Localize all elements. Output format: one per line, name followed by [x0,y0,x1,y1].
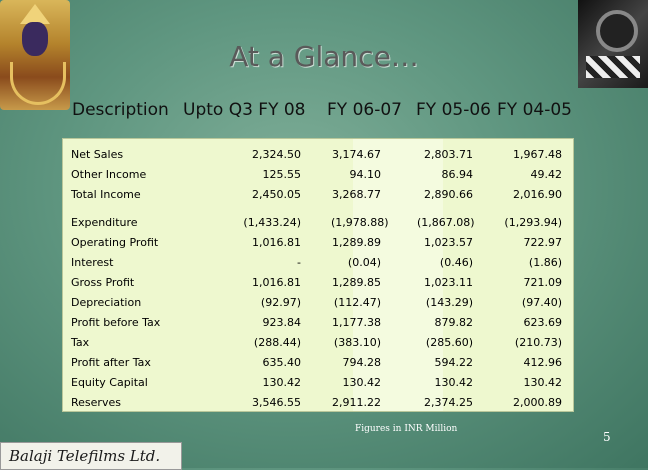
cell-upto-q3-fy08: 635.40 [262,356,302,369]
cell-fy06-07: 3,268.77 [332,188,381,201]
cell-upto-q3-fy08: - [297,256,301,269]
cell-upto-q3-fy08: 3,546.55 [252,396,301,409]
cell-fy05-06: (143.29) [425,296,473,309]
table-row: Equity Capital 130.42 130.42 130.42 130.42 [63,375,573,391]
column-highlight [353,139,443,411]
film-reel-image [578,0,648,88]
cell-fy05-06: 1,023.57 [424,236,473,249]
cell-fy06-07: 1,289.85 [332,276,381,289]
cell-upto-q3-fy08: 125.55 [262,168,302,181]
cell-fy06-07: (112.47) [333,296,381,309]
cell-fy04-05: 1,967.48 [513,148,562,161]
page-number: 5 [603,430,611,444]
deity-crown [20,4,50,24]
cell-upto-q3-fy08: 2,450.05 [252,188,301,201]
cell-fy06-07: (0.04) [347,256,381,269]
cell-upto-q3-fy08: (288.44) [253,336,301,349]
cell-fy04-05: 721.09 [523,276,563,289]
figures-note: Figures in INR Million [355,424,458,434]
table-row: Gross Profit 1,016.81 1,289.85 1,023.11 721.… [63,275,573,291]
cell-fy05-06: 594.22 [434,356,474,369]
cell-fy05-06: 1,023.11 [424,276,473,289]
company-logo: Balaji Telefilms Ltd. [0,442,182,470]
cell-upto-q3-fy08: 1,016.81 [252,236,301,249]
cell-fy04-05: 49.42 [530,168,563,181]
clapperboard-icon [586,56,640,78]
cell-fy04-05: 130.42 [523,376,563,389]
row-label: Profit after Tax [71,356,151,369]
row-label: Gross Profit [71,276,135,289]
cell-fy06-07: 1,177.38 [332,316,381,329]
deity-garland [10,62,66,105]
table-row: Expenditure (1,433.24) (1,978.88) (1,867.08… [63,215,573,231]
cell-fy06-07: 3,174.67 [332,148,381,161]
cell-fy05-06: 86.94 [441,168,474,181]
cell-fy06-07: (1,978.88) [331,216,389,229]
cell-fy06-07: 1,289.89 [332,236,381,249]
row-label: Reserves [71,396,121,409]
row-label: Interest [71,256,114,269]
header-col4: FY 04-05 [497,100,572,120]
cell-fy04-05: 722.97 [523,236,563,249]
row-label: Operating Profit [71,236,159,249]
cell-upto-q3-fy08: 1,016.81 [252,276,301,289]
cell-upto-q3-fy08: 2,324.50 [252,148,301,161]
table-row: Interest - (0.04) (0.46) (1.86) [63,255,573,271]
cell-upto-q3-fy08: 130.42 [262,376,302,389]
table-row: Profit before Tax 923.84 1,177.38 879.82 623… [63,315,573,331]
cell-upto-q3-fy08: 923.84 [262,316,302,329]
cell-fy04-05: (210.73) [514,336,562,349]
row-label: Expenditure [71,216,138,229]
cell-fy06-07: 130.42 [342,376,382,389]
cell-upto-q3-fy08: (92.97) [260,296,301,309]
cell-fy05-06: 130.42 [434,376,474,389]
row-label: Depreciation [71,296,142,309]
deity-face [22,22,48,56]
table-row: Profit after Tax 635.40 794.28 594.22 412.96 [63,355,573,371]
header-col3: FY 05-06 [416,100,491,120]
cell-fy05-06: 2,374.25 [424,396,473,409]
row-label: Other Income [71,168,147,181]
cell-fy06-07: 794.28 [342,356,382,369]
deity-image [0,0,70,110]
cell-fy04-05: 623.69 [523,316,563,329]
cell-fy06-07: (383.10) [333,336,381,349]
cell-fy04-05: 2,000.89 [513,396,562,409]
row-label: Profit before Tax [71,316,161,329]
cell-fy06-07: 94.10 [349,168,382,181]
table-row: Reserves 3,546.55 2,911.22 2,374.25 2,000.89 [63,395,573,411]
logo-text: Balaji Telefilms Ltd. [9,447,161,465]
cell-fy05-06: (1,867.08) [417,216,475,229]
cell-fy05-06: (0.46) [439,256,473,269]
cell-fy05-06: 2,890.66 [424,188,473,201]
table-row: Net Sales 2,324.50 3,174.67 2,803.71 1,967.4… [63,147,573,163]
table-row: Other Income 125.55 94.10 86.94 49.42 [63,167,573,183]
cell-fy04-05: 412.96 [523,356,563,369]
cell-fy06-07: 2,911.22 [332,396,381,409]
film-reel-icon [596,10,638,52]
cell-fy04-05: (1,293.94) [504,216,562,229]
cell-fy04-05: 2,016.90 [513,188,562,201]
table-row: Tax (288.44) (383.10) (285.60) (210.73) [63,335,573,351]
cell-fy05-06: 879.82 [434,316,474,329]
cell-fy05-06: 2,803.71 [424,148,473,161]
header-col1: Upto Q3 FY 08 [183,100,306,120]
slide-title: At a Glance… [229,40,419,73]
row-label: Equity Capital [71,376,148,389]
table-row: Operating Profit 1,016.81 1,289.89 1,023.57… [63,235,573,251]
table-row: Total Income 2,450.05 3,268.77 2,890.66 2,01… [63,187,573,203]
header-col2: FY 06-07 [327,100,402,120]
cell-upto-q3-fy08: (1,433.24) [243,216,301,229]
cell-fy04-05: (1.86) [528,256,562,269]
cell-fy05-06: (285.60) [425,336,473,349]
table-row: Depreciation (92.97) (112.47) (143.29) (97.4… [63,295,573,311]
row-label: Total Income [71,188,141,201]
header-description: Description [72,100,169,120]
cell-fy04-05: (97.40) [521,296,562,309]
row-label: Tax [71,336,90,349]
financial-table: Net Sales 2,324.50 3,174.67 2,803.71 1,967.4… [62,138,574,412]
row-label: Net Sales [71,148,124,161]
